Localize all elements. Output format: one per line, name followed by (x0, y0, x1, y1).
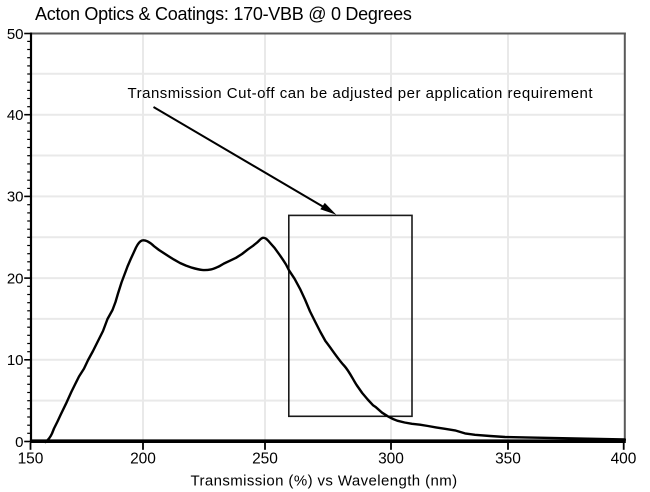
svg-text:40: 40 (7, 107, 24, 124)
svg-text:350: 350 (495, 451, 521, 468)
svg-text:150: 150 (18, 451, 44, 468)
svg-text:Transmission (%) vs Wavelength: Transmission (%) vs Wavelength (nm) (190, 473, 457, 490)
svg-text:10: 10 (7, 352, 24, 369)
svg-text:Transmission Cut-off can be ad: Transmission Cut-off can be adjusted per… (128, 85, 594, 102)
svg-text:400: 400 (611, 451, 637, 468)
svg-text:250: 250 (252, 451, 278, 468)
svg-text:0: 0 (15, 434, 23, 451)
svg-text:20: 20 (7, 270, 24, 287)
svg-text:200: 200 (130, 451, 156, 468)
svg-text:Acton Optics & Coatings: 170-V: Acton Optics & Coatings: 170-VBB @ 0 Deg… (35, 4, 412, 24)
svg-text:50: 50 (7, 26, 24, 43)
svg-text:30: 30 (7, 189, 24, 206)
svg-text:300: 300 (378, 451, 404, 468)
